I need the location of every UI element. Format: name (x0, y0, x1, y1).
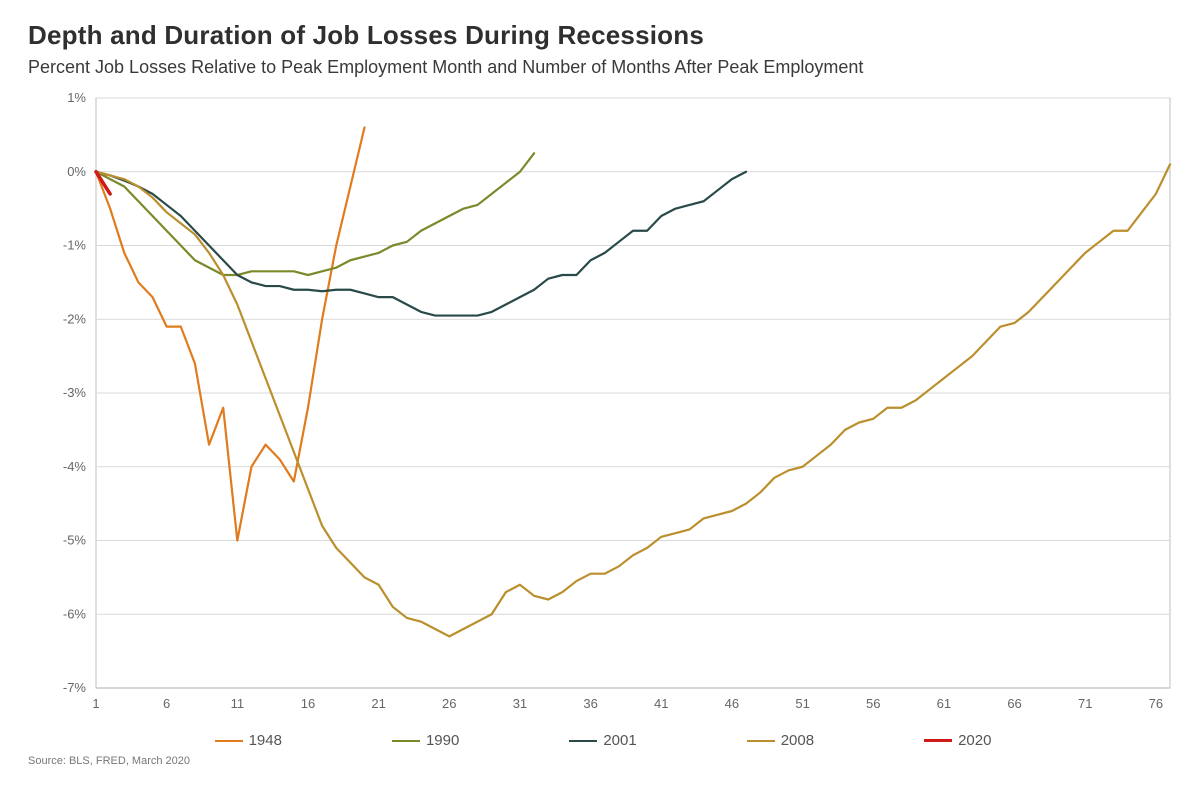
svg-text:66: 66 (1007, 696, 1021, 711)
legend-item-2001: 2001 (569, 732, 636, 749)
svg-text:0%: 0% (67, 164, 86, 179)
legend-swatch (569, 740, 597, 742)
chart-area: 1%0%-1%-2%-3%-4%-5%-6%-7%161116212631364… (28, 86, 1178, 726)
svg-text:76: 76 (1149, 696, 1163, 711)
legend-swatch (392, 740, 420, 742)
svg-text:51: 51 (795, 696, 809, 711)
svg-text:-4%: -4% (63, 459, 87, 474)
svg-text:-7%: -7% (63, 680, 87, 695)
svg-text:1: 1 (92, 696, 99, 711)
legend-item-2008: 2008 (747, 732, 814, 749)
svg-text:41: 41 (654, 696, 668, 711)
svg-text:21: 21 (371, 696, 385, 711)
svg-text:-5%: -5% (63, 533, 87, 548)
legend-label: 2001 (603, 732, 636, 749)
svg-text:71: 71 (1078, 696, 1092, 711)
svg-text:31: 31 (513, 696, 527, 711)
svg-text:11: 11 (231, 696, 245, 711)
chart-subtitle: Percent Job Losses Relative to Peak Empl… (28, 57, 1176, 78)
svg-text:16: 16 (301, 696, 315, 711)
legend-swatch (215, 740, 243, 742)
source-footnote: Source: BLS, FRED, March 2020 (28, 755, 1176, 767)
legend-label: 2008 (781, 732, 814, 749)
legend-item-1990: 1990 (392, 732, 459, 749)
svg-text:56: 56 (866, 696, 880, 711)
legend-item-2020: 2020 (924, 732, 991, 749)
chart-legend: 1948 1990 2001 2008 2020 (28, 732, 1178, 749)
line-chart-svg: 1%0%-1%-2%-3%-4%-5%-6%-7%161116212631364… (28, 86, 1178, 726)
chart-title: Depth and Duration of Job Losses During … (28, 20, 1176, 51)
svg-text:6: 6 (163, 696, 170, 711)
legend-swatch (924, 739, 952, 742)
page-root: Depth and Duration of Job Losses During … (0, 0, 1200, 797)
svg-text:61: 61 (937, 696, 951, 711)
legend-label: 1948 (249, 732, 282, 749)
legend-item-1948: 1948 (215, 732, 282, 749)
legend-label: 2020 (958, 732, 991, 749)
svg-text:1%: 1% (67, 90, 86, 105)
svg-text:-2%: -2% (63, 311, 87, 326)
svg-text:36: 36 (583, 696, 597, 711)
svg-text:46: 46 (725, 696, 739, 711)
svg-text:-3%: -3% (63, 385, 87, 400)
svg-text:-6%: -6% (63, 606, 87, 621)
legend-swatch (747, 740, 775, 742)
legend-label: 1990 (426, 732, 459, 749)
svg-text:26: 26 (442, 696, 456, 711)
svg-text:-1%: -1% (63, 238, 87, 253)
